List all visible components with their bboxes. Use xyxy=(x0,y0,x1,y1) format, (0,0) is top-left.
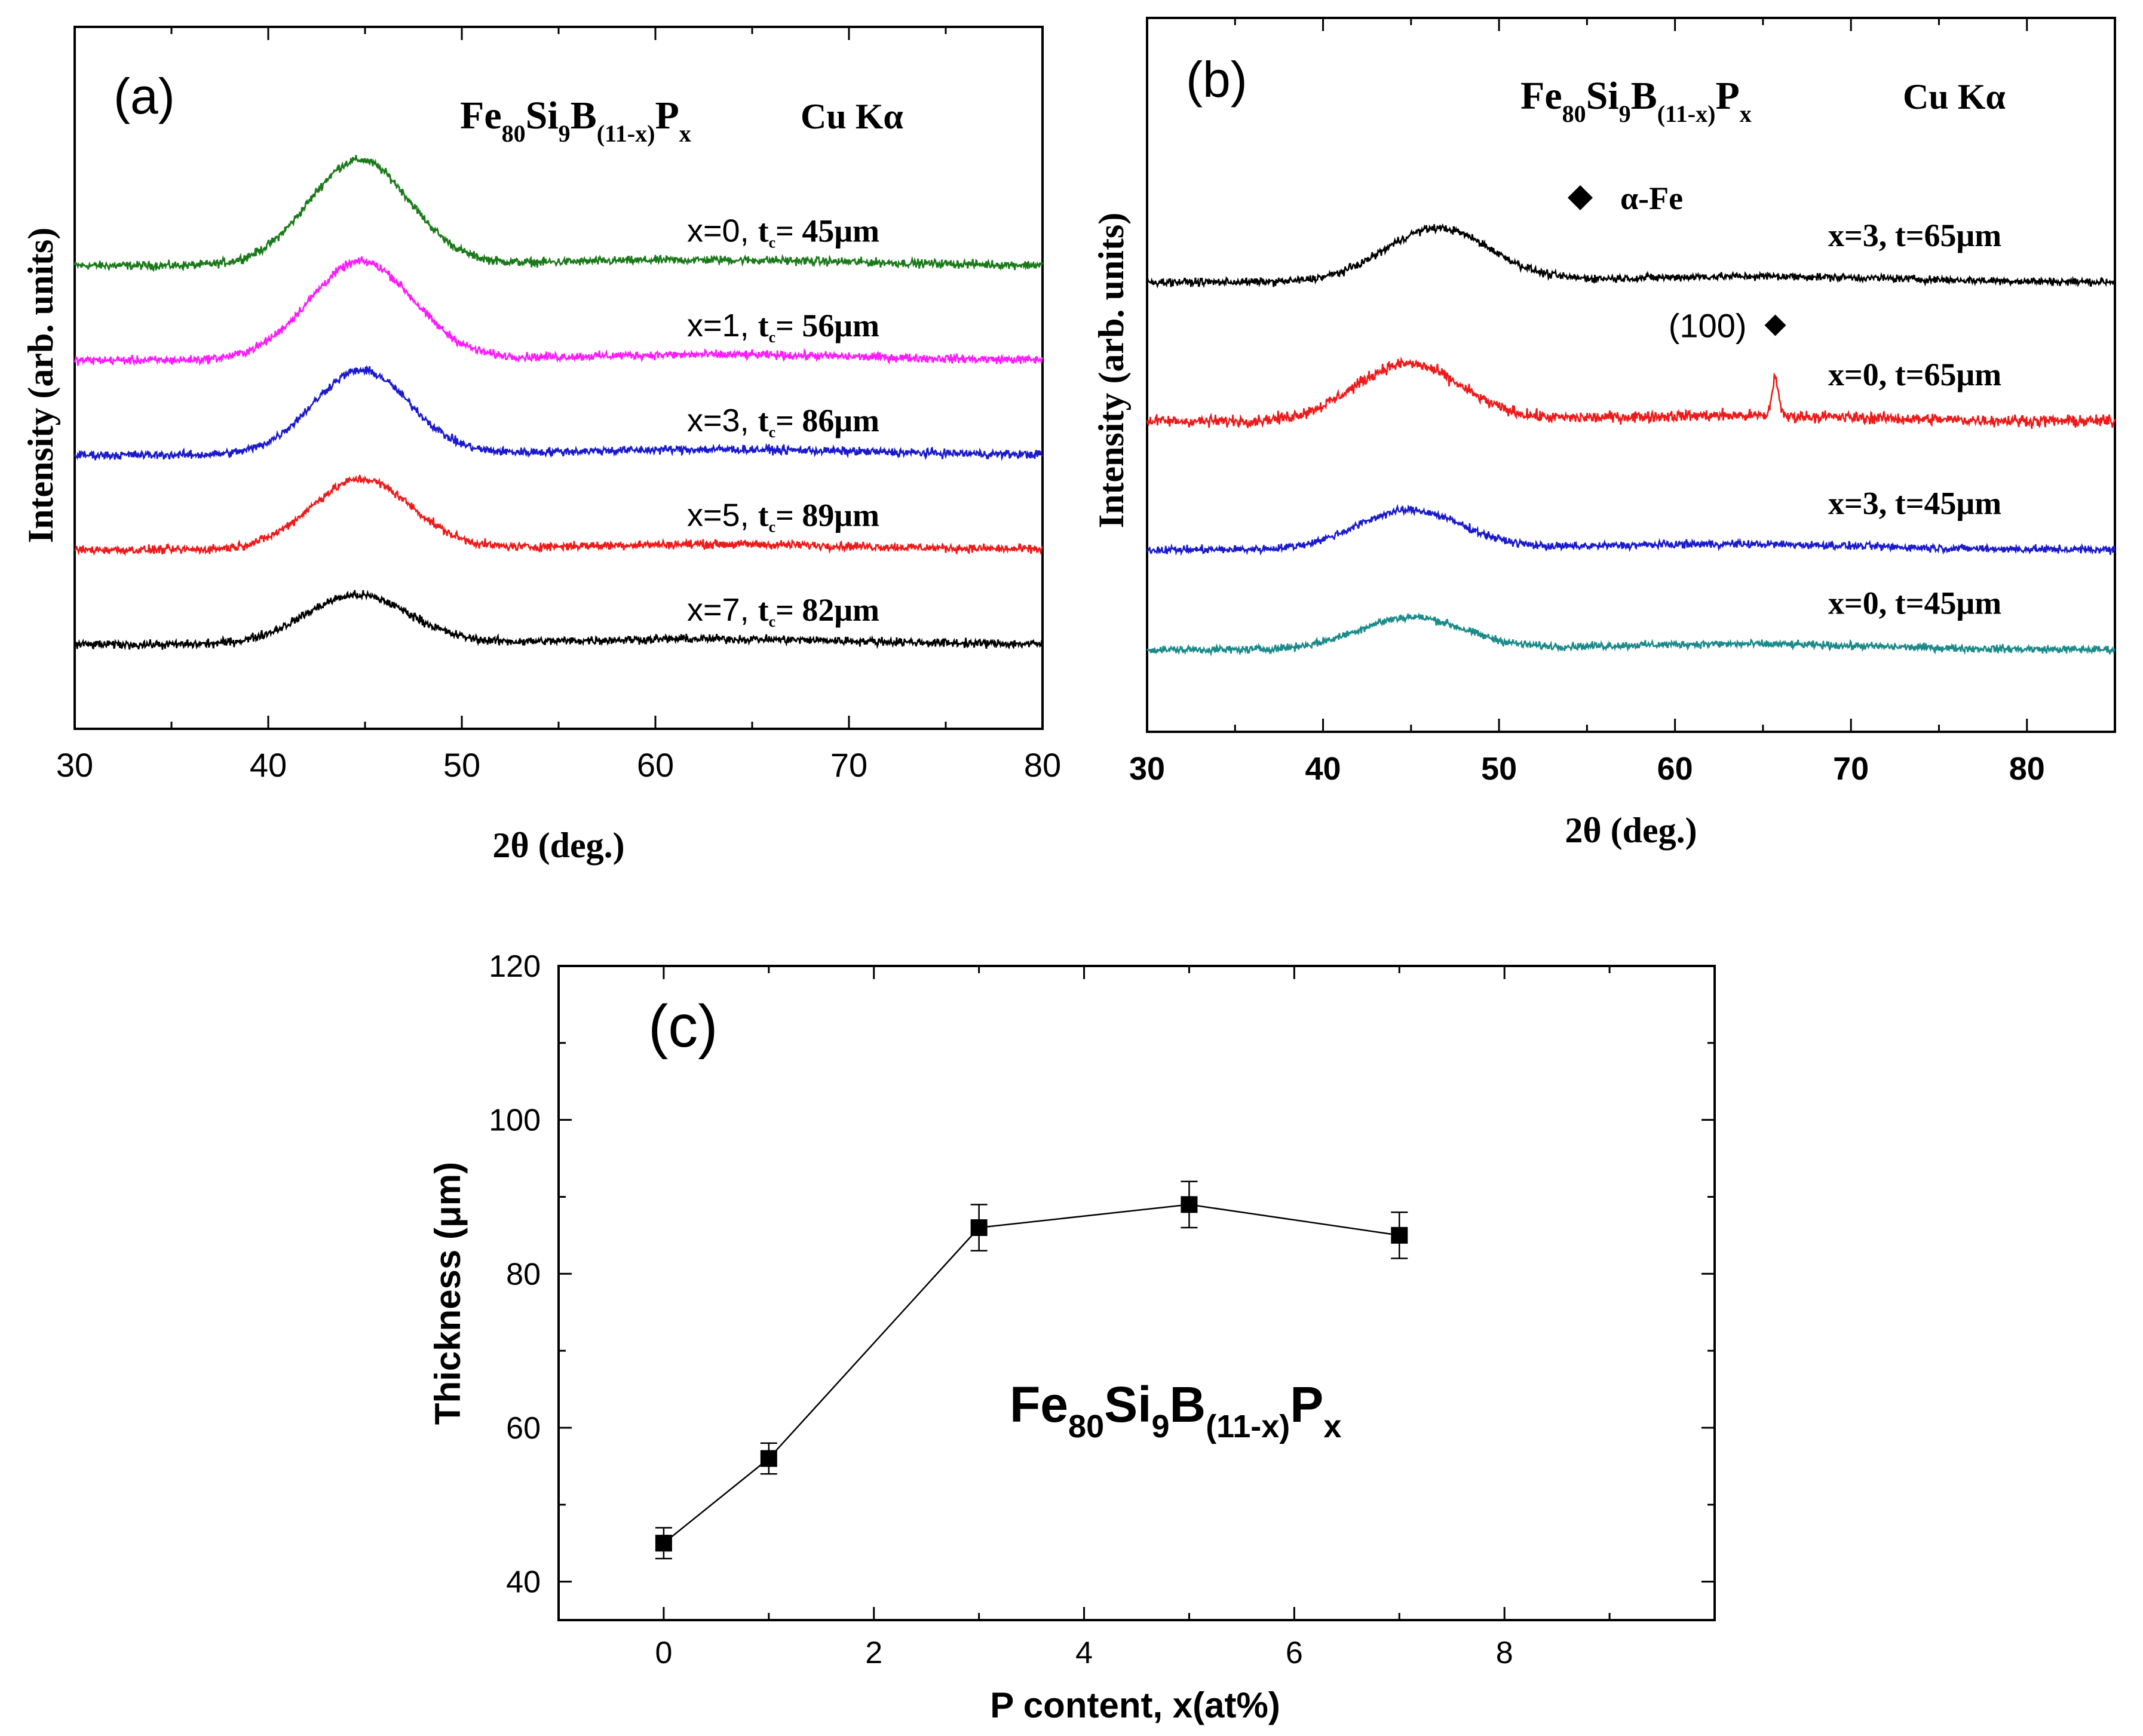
series-line-3 xyxy=(73,365,1044,461)
panel-b-series xyxy=(1146,223,2116,657)
panel-c-data xyxy=(655,1180,1408,1560)
panel-a-x-ticks xyxy=(73,27,1044,729)
y-tick-label: 100 xyxy=(489,1103,541,1138)
panel-c: 0 2 4 6 8 40 60 80 100 120 (c) Fe80Si9B(11-x)Px P… xyxy=(428,949,1716,1725)
x-tick-label: 6 xyxy=(1286,1636,1303,1670)
data-point xyxy=(1391,1226,1408,1244)
x-tick-label: 4 xyxy=(1075,1636,1093,1670)
x-tick-label: 70 xyxy=(1833,751,1869,787)
series-line-4 xyxy=(74,474,1044,557)
panel-c-label: (c) xyxy=(648,993,718,1060)
series-label-2: x=0, t=65μm xyxy=(1828,357,2001,392)
panel-a-series-labels: x=0, tc= 45μm x=1, tc= 56μm x=3, tc= 86μm x… xyxy=(687,213,879,631)
data-point xyxy=(1181,1196,1198,1213)
panel-a-series xyxy=(73,155,1044,651)
alpha-fe-legend-diamond-icon xyxy=(1568,185,1593,210)
x-tick-label: 50 xyxy=(1481,751,1517,787)
x-tick-label: 40 xyxy=(1305,751,1341,787)
panel-a-y-axis-label: Intensity (arb. units) xyxy=(21,228,60,543)
x-tick-label: 40 xyxy=(250,746,287,784)
panel-b-x-axis-label: 2θ (deg.) xyxy=(1565,811,1697,850)
peak-index-annotation: (100) xyxy=(1669,306,1747,344)
x-tick-label: 50 xyxy=(443,746,480,784)
y-tick-label: 80 xyxy=(506,1257,541,1292)
alpha-fe-legend-label: α-Fe xyxy=(1620,180,1683,216)
y-tick-label: 60 xyxy=(506,1411,541,1446)
series-line-1 xyxy=(1146,223,2116,289)
y-tick-label: 40 xyxy=(506,1565,541,1600)
panel-b-series-labels: x=3, t=65μm x=0, t=65μm x=3, t=45μm x=0, t=… xyxy=(1828,217,2001,621)
series-line-1 xyxy=(73,155,1044,272)
panel-b-frame xyxy=(1146,17,2116,733)
data-point xyxy=(970,1219,988,1236)
x-tick-label: 30 xyxy=(1129,751,1165,787)
series-label-3: x=3, t=45μm xyxy=(1828,485,2001,521)
panel-b-x-ticks xyxy=(1146,18,2028,732)
x-tick-label: 70 xyxy=(830,746,867,784)
panel-a-label: (a) xyxy=(114,68,175,124)
series-label-5: x=7, tc= 82μm xyxy=(687,592,879,630)
panel-c-formula: Fe80Si9B(11-x)Px xyxy=(1010,1376,1341,1444)
data-point xyxy=(655,1535,672,1552)
panel-a-x-axis-label: 2θ (deg.) xyxy=(492,826,624,865)
series-label-1: x=0, tc= 45μm xyxy=(687,213,879,251)
x-tick-label: 80 xyxy=(1024,746,1061,784)
series-label-3: x=3, tc= 86μm xyxy=(687,403,879,441)
x-tick-label: 60 xyxy=(1657,751,1693,787)
panel-c-ticks xyxy=(559,965,1715,1620)
data-point xyxy=(760,1450,777,1467)
series-label-2: x=1, tc= 56μm xyxy=(687,308,879,346)
panel-a-x-tick-labels: 30 40 50 60 70 80 xyxy=(56,746,1061,784)
series-line-2 xyxy=(1146,356,2116,429)
panel-c-y-axis-label: Thickness (μm) xyxy=(428,1162,468,1425)
series-line-2 xyxy=(73,256,1044,367)
x-tick-label: 0 xyxy=(655,1636,672,1670)
series-line-5 xyxy=(73,590,1044,651)
panel-b-formula: Fe80Si9B(11-x)Px xyxy=(1520,74,1752,127)
panel-b-x-tick-labels: 30 40 50 60 70 80 xyxy=(1129,751,2045,787)
alpha-fe-peak-diamond-icon xyxy=(1764,314,1786,336)
series-label-1: x=3, t=65μm xyxy=(1828,217,2001,253)
panel-c-x-axis-label: P content, x(at%) xyxy=(990,1685,1280,1725)
thickness-line xyxy=(663,1204,1400,1544)
x-tick-label: 60 xyxy=(637,746,674,784)
x-tick-label: 30 xyxy=(56,746,93,784)
x-tick-label: 2 xyxy=(865,1636,882,1670)
series-label-4: x=0, t=45μm xyxy=(1828,585,2001,621)
panel-b-y-axis-label: Intensity (arb. units) xyxy=(1092,213,1131,528)
series-line-3 xyxy=(1146,504,2116,556)
panel-c-tick-labels: 0 2 4 6 8 40 60 80 100 120 xyxy=(489,949,1513,1670)
x-tick-label: 8 xyxy=(1496,1636,1513,1670)
panel-a-formula: Fe80Si9B(11-x)Px xyxy=(460,94,691,147)
panel-c-frame xyxy=(557,965,1716,1621)
panel-b-label: (b) xyxy=(1186,51,1247,108)
panel-b-radiation: Cu Kα xyxy=(1903,77,2006,116)
series-label-4: x=5, tc= 89μm xyxy=(687,497,879,535)
series-line-4 xyxy=(1146,612,2116,657)
panel-a-radiation: Cu Kα xyxy=(801,97,903,136)
y-tick-label: 120 xyxy=(489,949,541,984)
x-tick-label: 80 xyxy=(2009,751,2045,787)
